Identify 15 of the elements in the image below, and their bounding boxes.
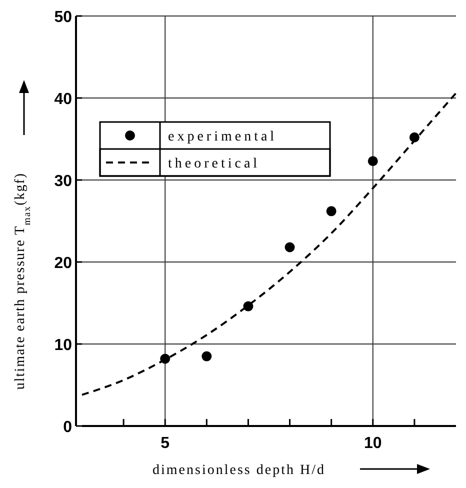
- y-tick-label: 10: [54, 337, 72, 354]
- legend-label: experimental: [168, 130, 278, 144]
- line-series: [81, 92, 457, 396]
- y-tick-label: 30: [54, 173, 72, 190]
- point: [368, 156, 378, 166]
- point: [202, 351, 212, 362]
- y-tick-label: 40: [54, 91, 72, 108]
- point: [284, 242, 295, 252]
- y-tick-label: 0: [63, 419, 72, 436]
- y-tick-label: 20: [54, 255, 72, 272]
- x-tick-label: 5: [160, 435, 170, 452]
- legend-label: theoretical: [168, 156, 260, 172]
- x-axis-title: dimensionless depth H/d: [152, 463, 326, 478]
- point: [326, 206, 336, 216]
- y-tick-label: 50: [54, 9, 72, 26]
